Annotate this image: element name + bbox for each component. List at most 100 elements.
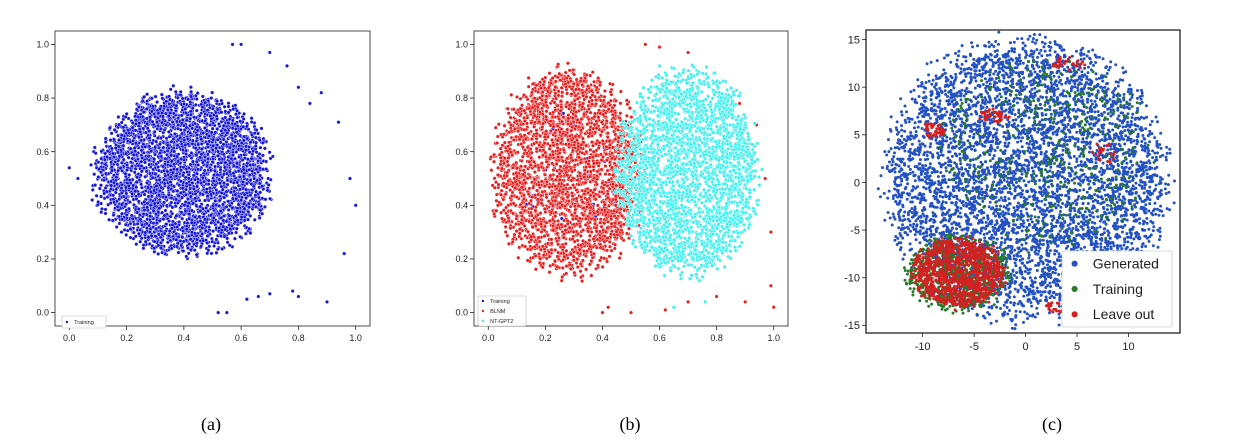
scatter-point <box>216 121 221 126</box>
y-tick-label: 0.0 <box>36 308 49 318</box>
scatter-point <box>234 164 239 169</box>
scatter-point <box>199 141 204 146</box>
scatter-point <box>218 167 223 172</box>
scatter-point <box>226 110 231 115</box>
scatter-point <box>96 160 101 165</box>
scatter-point <box>213 164 218 169</box>
scatter-point <box>167 101 172 106</box>
scatter-point <box>224 310 229 315</box>
scatter-point <box>214 237 219 242</box>
scatter-point <box>171 167 176 172</box>
scatter-point <box>208 113 213 118</box>
scatter-point <box>142 192 147 197</box>
scatter-point <box>145 99 150 104</box>
scatter-point <box>538 133 543 138</box>
scatter-point <box>124 208 129 213</box>
scatter-point <box>136 199 141 204</box>
scatter-point <box>143 144 148 149</box>
scatter-point <box>167 97 172 102</box>
scatter-point <box>105 195 110 200</box>
scatter-point <box>179 195 184 200</box>
scatter-point <box>121 125 126 130</box>
scatter-point <box>244 297 249 302</box>
scatter-point <box>133 141 138 146</box>
scatter-point <box>158 158 163 163</box>
scatter-point <box>173 204 178 209</box>
scatter-point <box>262 146 267 151</box>
scatter-point <box>129 164 134 169</box>
scatter-point <box>109 160 114 165</box>
scatter-point <box>594 97 599 102</box>
scatter-point <box>260 153 265 158</box>
scatter-point <box>152 246 157 251</box>
scatter-point <box>233 112 238 117</box>
scatter-point <box>607 172 612 177</box>
scatter-point <box>136 104 141 109</box>
scatter-point <box>220 146 225 151</box>
scatter-point <box>144 180 149 185</box>
scatter-point <box>521 168 526 173</box>
scatter-point <box>193 121 198 126</box>
scatter-point <box>215 153 220 158</box>
scatter-point <box>145 185 150 190</box>
scatter-point <box>290 289 295 294</box>
scatter-point <box>117 221 122 226</box>
scatter-point <box>217 198 222 203</box>
x-tick-label: 0.4 <box>178 333 191 343</box>
scatter-point <box>219 128 224 133</box>
scatter-point <box>183 192 188 197</box>
scatter-point <box>190 201 195 206</box>
scatter-point <box>196 162 201 167</box>
scatter-point <box>244 124 249 129</box>
scatter-point <box>160 96 165 101</box>
scatter-point <box>134 242 139 247</box>
scatter-point <box>152 239 157 244</box>
scatter-point <box>158 245 163 250</box>
scatter-point <box>234 209 239 214</box>
scatter-point <box>114 175 119 180</box>
scatter-point <box>208 192 213 197</box>
scatter-point <box>235 115 240 120</box>
scatter-point <box>607 244 612 249</box>
scatter-point <box>141 126 146 131</box>
scatter-point <box>238 187 243 192</box>
scatter-point <box>119 160 124 165</box>
scatter-point <box>571 183 576 188</box>
scatter-point <box>161 217 166 222</box>
x-tick-label: 0.2 <box>120 333 133 343</box>
scatter-point <box>234 226 239 231</box>
scatter-point <box>227 117 232 122</box>
scatter-point <box>226 120 231 125</box>
scatter-point <box>144 221 149 226</box>
scatter-point <box>201 130 206 135</box>
scatter-point <box>609 248 614 253</box>
scatter-point <box>202 217 207 222</box>
scatter-point <box>563 223 568 228</box>
scatter-point <box>256 158 261 163</box>
scatter-point <box>207 134 212 139</box>
scatter-point <box>199 244 204 249</box>
scatter-point <box>154 139 159 144</box>
scatter-point <box>165 148 170 153</box>
scatter-point <box>186 201 191 206</box>
scatter-point <box>600 264 605 269</box>
scatter-point <box>268 156 273 161</box>
scatter-point <box>172 149 177 154</box>
scatter-point <box>240 179 245 184</box>
scatter-point <box>234 230 239 235</box>
scatter-point <box>239 42 244 47</box>
scatter-point <box>578 269 583 274</box>
scatter-point <box>243 231 248 236</box>
scatter-point <box>108 200 113 205</box>
scatter-point <box>244 187 249 192</box>
scatter-point <box>228 190 233 195</box>
scatter-point <box>517 245 522 250</box>
scatter-point <box>138 227 143 232</box>
scatter-point <box>218 140 223 145</box>
scatter-point <box>210 106 215 111</box>
scatter-point <box>222 104 227 109</box>
scatter-point <box>90 187 95 192</box>
scatter-point <box>213 130 218 135</box>
scatter-point <box>178 135 183 140</box>
scatter-point <box>127 178 132 183</box>
